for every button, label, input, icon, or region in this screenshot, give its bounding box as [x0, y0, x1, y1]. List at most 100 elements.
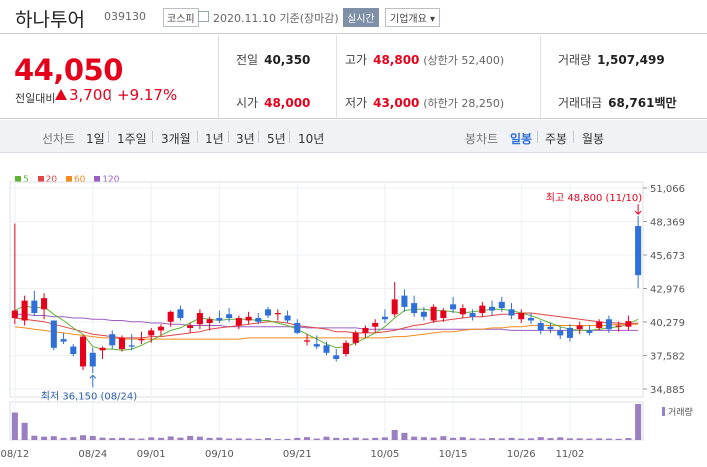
tab-10y[interactable]: 10년 — [298, 132, 325, 146]
stock-header: 하나투어 039130 코스피 2020.11.10 기준(장마감) 실시간 기… — [0, 0, 707, 34]
candle — [284, 315, 291, 321]
candle — [148, 330, 155, 336]
candle — [157, 326, 164, 331]
volume-bar — [459, 437, 466, 440]
candle-chart-label: 봉차트 — [465, 132, 499, 146]
legend-ma120: 120 — [94, 175, 119, 185]
volume-bar — [508, 437, 515, 440]
x-tick-label: 09/01 — [137, 449, 166, 460]
tab-weekly[interactable]: 주봉 — [545, 132, 568, 146]
high-price: 고가 48,800 (상한가 52,400) — [345, 53, 505, 67]
volume-bar — [41, 436, 48, 440]
volume-bar — [70, 437, 77, 440]
volume-bar — [605, 438, 612, 440]
candle — [109, 334, 116, 346]
trade-amount: 거래대금 68,761백만 — [558, 96, 677, 110]
candle — [333, 355, 340, 360]
candle — [50, 320, 57, 348]
volume-bar — [333, 437, 340, 440]
tab-daily[interactable]: 일봉 — [510, 132, 533, 146]
tab-3y[interactable]: 3년 — [236, 132, 255, 146]
candle — [635, 226, 642, 276]
volume-bar — [469, 438, 476, 440]
ma5-line — [14, 305, 639, 351]
price-change: 3,700 — [69, 86, 112, 104]
volume-bar — [450, 437, 457, 440]
legend-ma20: 20 — [37, 175, 57, 185]
candle — [557, 330, 564, 336]
ma120-line — [14, 313, 639, 331]
volume-bar — [440, 436, 447, 440]
candle — [60, 339, 67, 342]
tab-monthly[interactable]: 월봉 — [582, 132, 605, 146]
y-tick-label: 45,673 — [650, 251, 685, 262]
tab-1d[interactable]: 1일 — [86, 132, 105, 146]
volume-bar — [479, 438, 486, 440]
volume-bar — [265, 438, 272, 440]
candle — [31, 300, 38, 314]
x-tick-label: 10/26 — [507, 449, 536, 460]
tab-1y[interactable]: 1년 — [205, 132, 224, 146]
volume-bar — [177, 437, 184, 440]
clock-icon — [198, 11, 209, 22]
tab-5y[interactable]: 5년 — [267, 132, 286, 146]
x-tick-label: 09/21 — [283, 449, 312, 460]
candle — [80, 336, 87, 367]
tab-1w[interactable]: 1주일 — [117, 132, 147, 146]
candle — [99, 347, 106, 351]
volume-bar — [187, 435, 194, 440]
x-tick-label: 11/02 — [556, 449, 585, 460]
volume-bar — [196, 436, 203, 440]
volume-bar — [596, 438, 603, 440]
candle — [401, 295, 408, 307]
volume-bar — [50, 436, 57, 440]
stock-name: 하나투어 — [15, 9, 85, 31]
tab-3m[interactable]: 3개월 — [161, 132, 191, 146]
x-tick-label: 08/12 — [0, 449, 29, 460]
candle — [605, 319, 612, 330]
candle — [265, 309, 272, 316]
volume-bar — [391, 429, 398, 440]
low-price: 저가 43,000 (하한가 28,250) — [345, 96, 505, 110]
volume-bar — [99, 437, 106, 440]
y-tick-label: 42,976 — [650, 284, 685, 295]
volume-bar — [109, 438, 116, 440]
volume-bar — [420, 437, 427, 440]
volume-bar — [60, 437, 67, 440]
compare-label: 전일대비 — [15, 92, 56, 105]
volume-bar — [372, 437, 379, 440]
divider — [336, 35, 337, 119]
volume-bar — [576, 438, 583, 440]
candle — [420, 311, 427, 317]
candle — [527, 318, 535, 321]
candle — [615, 325, 622, 327]
candle — [323, 345, 330, 353]
candle — [459, 308, 466, 315]
volume-frame — [9, 401, 644, 441]
volume-bar — [557, 437, 564, 440]
company-overview-button[interactable]: 기업개요 ▾ — [385, 8, 440, 27]
candle — [89, 352, 96, 367]
candle — [440, 310, 447, 319]
candle — [489, 306, 496, 311]
volume-bar — [537, 437, 544, 440]
volume-bar — [31, 435, 38, 440]
tab-divider — [258, 131, 259, 143]
divider — [218, 35, 219, 119]
candle — [547, 326, 554, 330]
volume-bar — [625, 438, 632, 440]
volume-bar — [304, 437, 311, 440]
volume-bar — [284, 438, 291, 440]
realtime-button[interactable]: 실시간 — [343, 8, 379, 27]
candle — [430, 306, 437, 321]
volume: 거래량 1,507,499 — [558, 53, 665, 67]
plot-frame — [9, 181, 644, 398]
tab-divider — [537, 131, 538, 143]
candle — [187, 325, 194, 328]
volume-bar — [245, 438, 252, 440]
volume-bar — [527, 438, 535, 440]
candle — [41, 298, 48, 310]
x-tick-label: 10/15 — [439, 449, 468, 460]
y-tick-label: 34,885 — [650, 385, 685, 396]
candle — [167, 311, 174, 322]
